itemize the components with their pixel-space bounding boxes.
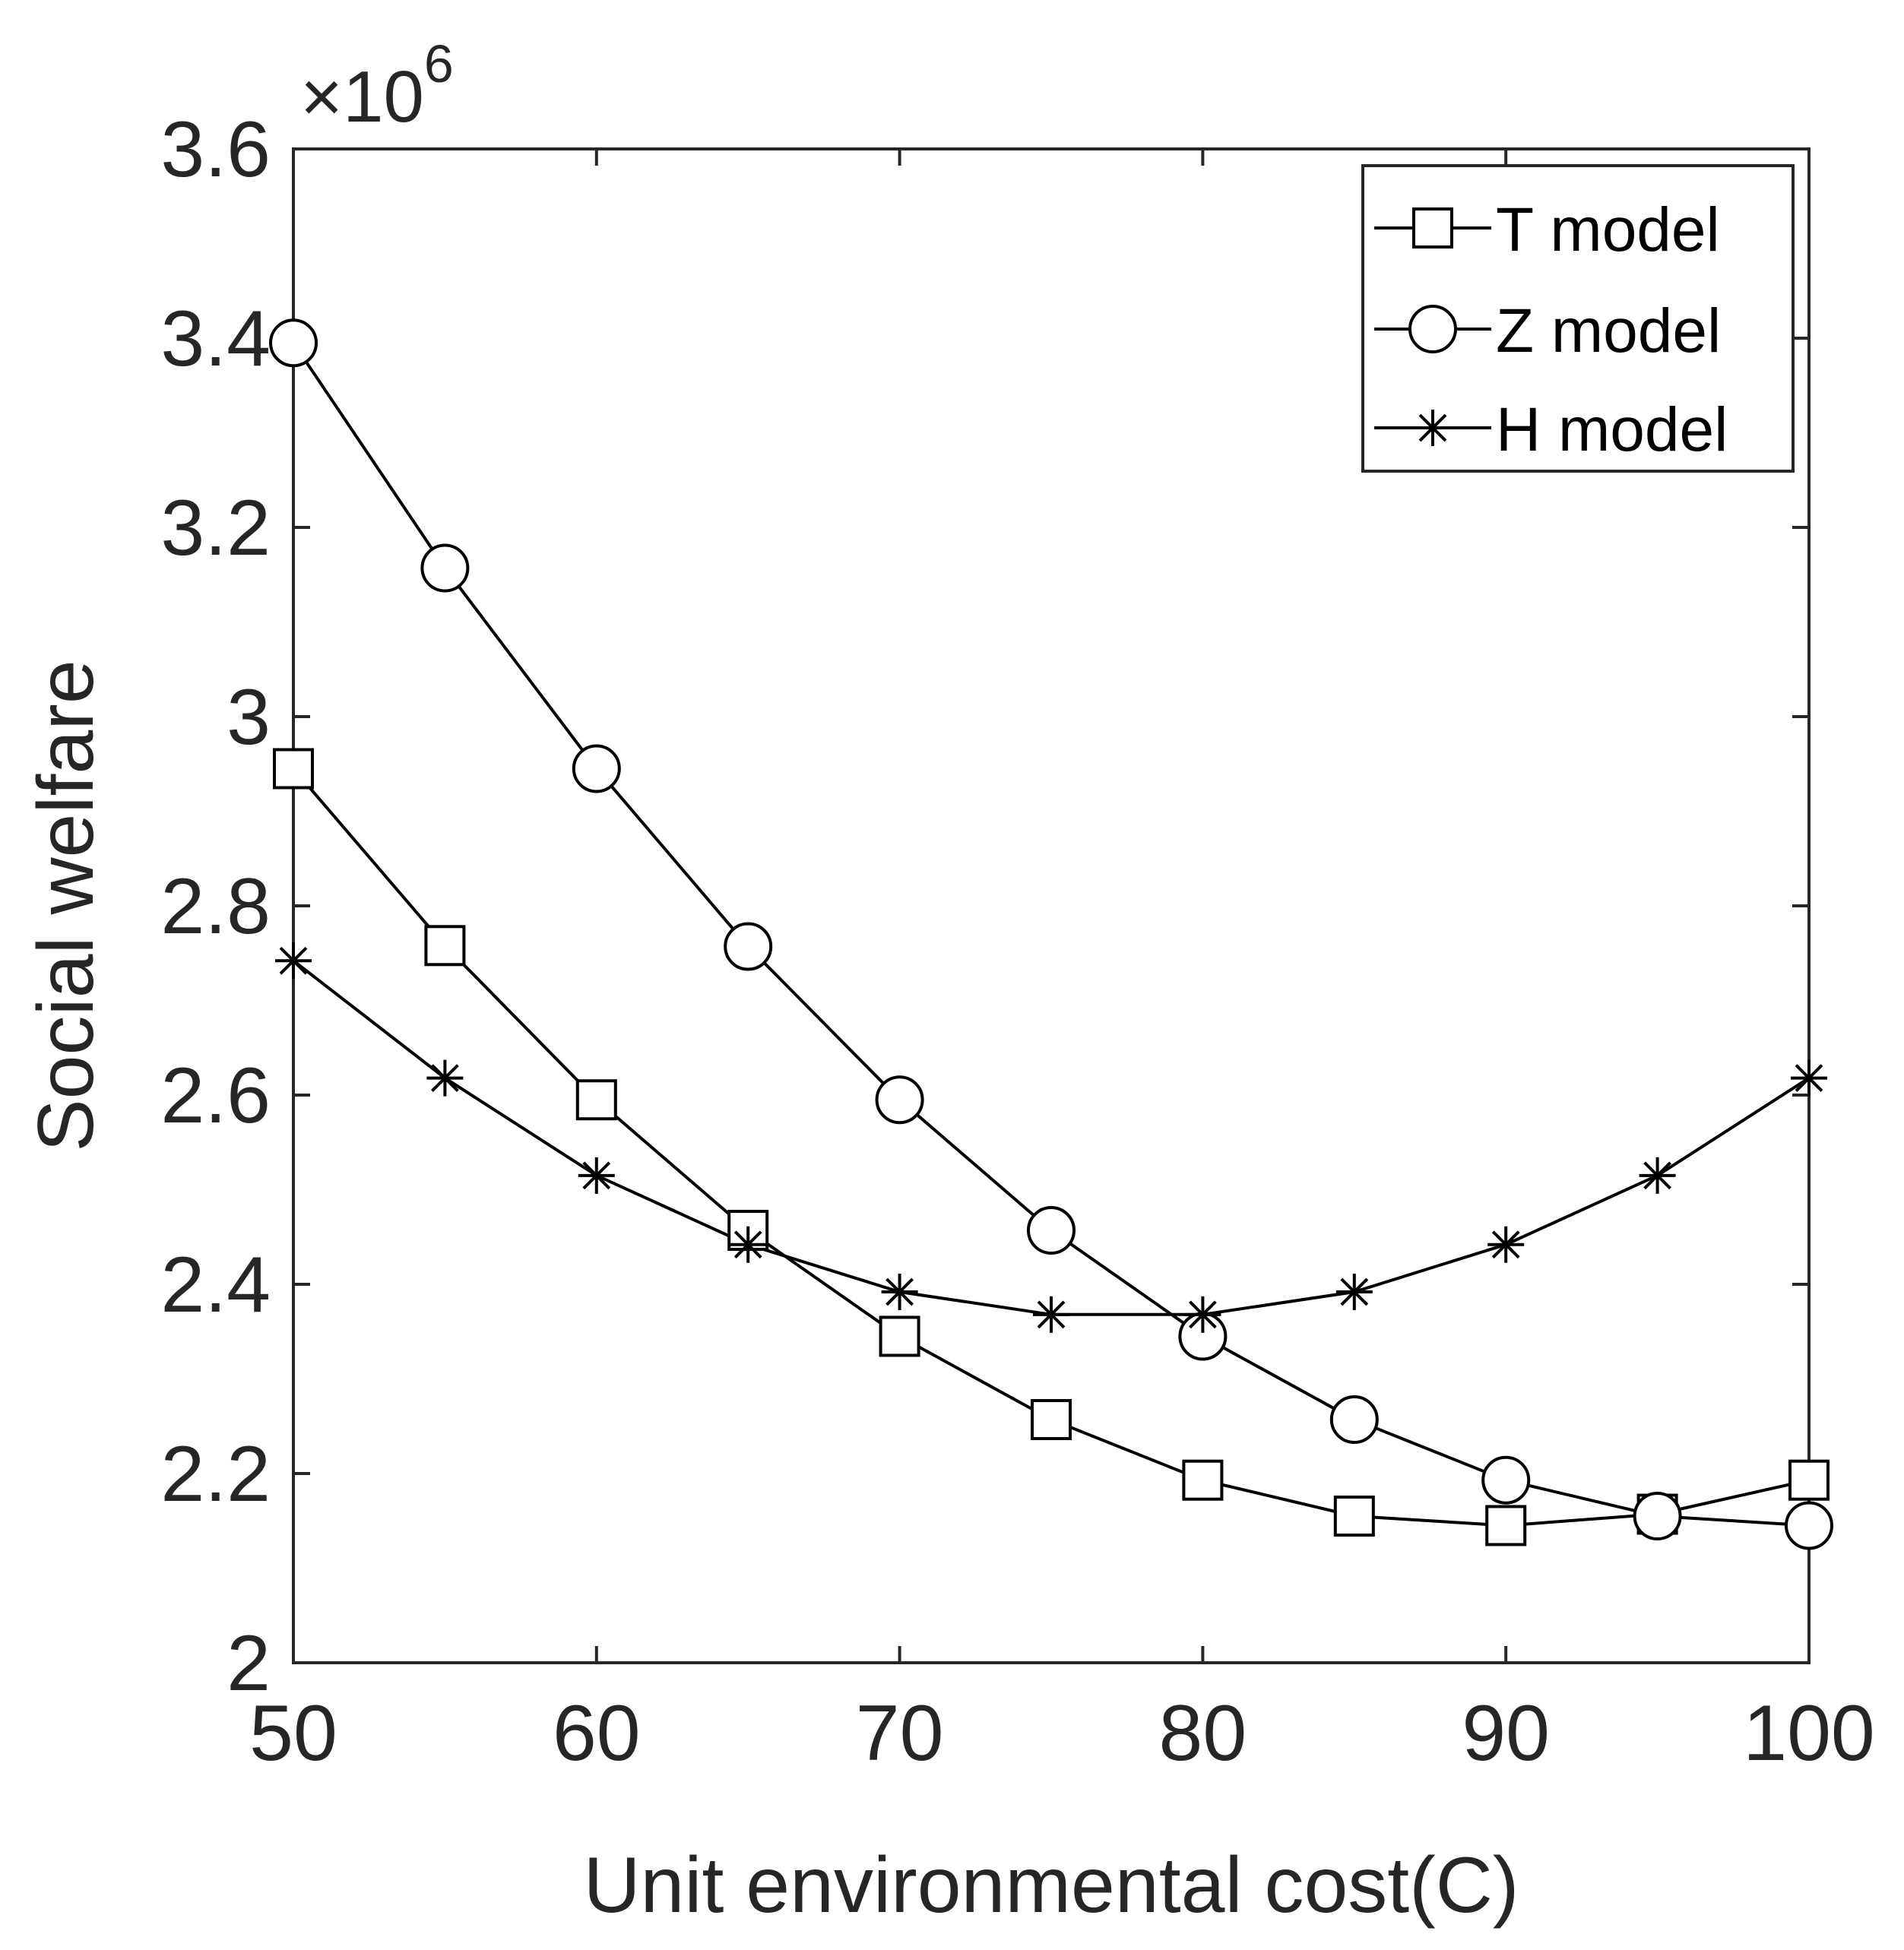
x-tick-label: 80 (1159, 1689, 1247, 1777)
h-model-point (426, 1059, 464, 1097)
legend-label-t-model: T model (1496, 195, 1720, 264)
t-model-point (575, 1079, 617, 1121)
y-tick-label: 2.8 (160, 863, 271, 951)
y-axis-title: Social welfare (22, 660, 110, 1151)
h-model-point (1791, 1059, 1827, 1097)
h-model-point (730, 1226, 767, 1263)
z-model-point (724, 922, 773, 971)
z-model-point (875, 1075, 924, 1125)
y-tick-label: 3.4 (160, 295, 271, 383)
h-model-point (1487, 1226, 1525, 1263)
x-tick-label: 60 (553, 1689, 641, 1777)
h-model-point (1639, 1157, 1676, 1194)
t-model-point (273, 748, 314, 790)
y-axis-exponent: ×106 (300, 34, 454, 138)
x-axis-title: Unit environmental cost(C) (583, 1841, 1519, 1929)
z-model-point (572, 744, 621, 793)
h-model-point (881, 1273, 918, 1310)
z-model-point (1329, 1395, 1379, 1445)
x-tick-label: 70 (856, 1689, 944, 1777)
t-model-point (1182, 1459, 1224, 1501)
x-tick-label: 100 (1743, 1689, 1875, 1777)
legend-marker-t-model (1412, 207, 1453, 248)
t-model-point (1485, 1505, 1527, 1546)
t-model-point (1333, 1496, 1375, 1537)
z-model-point (420, 543, 470, 593)
t-model-point (1788, 1459, 1830, 1501)
y-tick-label: 2 (227, 1619, 271, 1708)
legend-entry-z-model: Z model (1374, 296, 1721, 366)
h-model-point (1033, 1296, 1069, 1333)
legend-marker-h-model (1415, 410, 1451, 446)
z-model-point (1027, 1206, 1076, 1255)
legend-entry-t-model: T model (1374, 195, 1720, 264)
z-model-point (1633, 1492, 1682, 1541)
legend: T model Z model H model (1361, 164, 1795, 473)
legend-entries: T model Z model H model (1374, 195, 1728, 464)
legend-entry-h-model: H model (1374, 395, 1728, 464)
legend-label-z-model: Z model (1496, 296, 1721, 366)
t-model-point (879, 1315, 920, 1357)
y-tick-label: 3.6 (160, 106, 271, 194)
h-model-point (1184, 1296, 1221, 1333)
legend-label-h-model: H model (1496, 395, 1728, 464)
h-model-point (1335, 1273, 1373, 1310)
x-axis-ticks: 50 60 70 80 90 100 (249, 149, 1875, 1777)
y-axis-ticks: 2 2.2 2.4 2.6 2.8 3 3.2 3.4 3.6 (160, 106, 1809, 1708)
y-tick-label: 3.2 (160, 484, 271, 572)
t-model-point (424, 925, 466, 967)
legend-marker-z-model (1408, 305, 1457, 353)
series-layer (269, 318, 1833, 1550)
x-tick-label: 90 (1462, 1689, 1550, 1777)
z-model-point (269, 318, 318, 368)
y-tick-label: 2.4 (160, 1241, 271, 1329)
t-model-point (1031, 1399, 1072, 1441)
h-model-point (578, 1157, 615, 1194)
z-model-point (1481, 1455, 1531, 1505)
y-tick-label: 2.2 (160, 1430, 271, 1518)
x-tick-label: 50 (249, 1689, 337, 1777)
y-tick-label: 3 (227, 673, 271, 761)
z-model-point (1785, 1501, 1833, 1550)
y-tick-label: 2.6 (160, 1052, 271, 1140)
h-model-point (275, 942, 312, 980)
